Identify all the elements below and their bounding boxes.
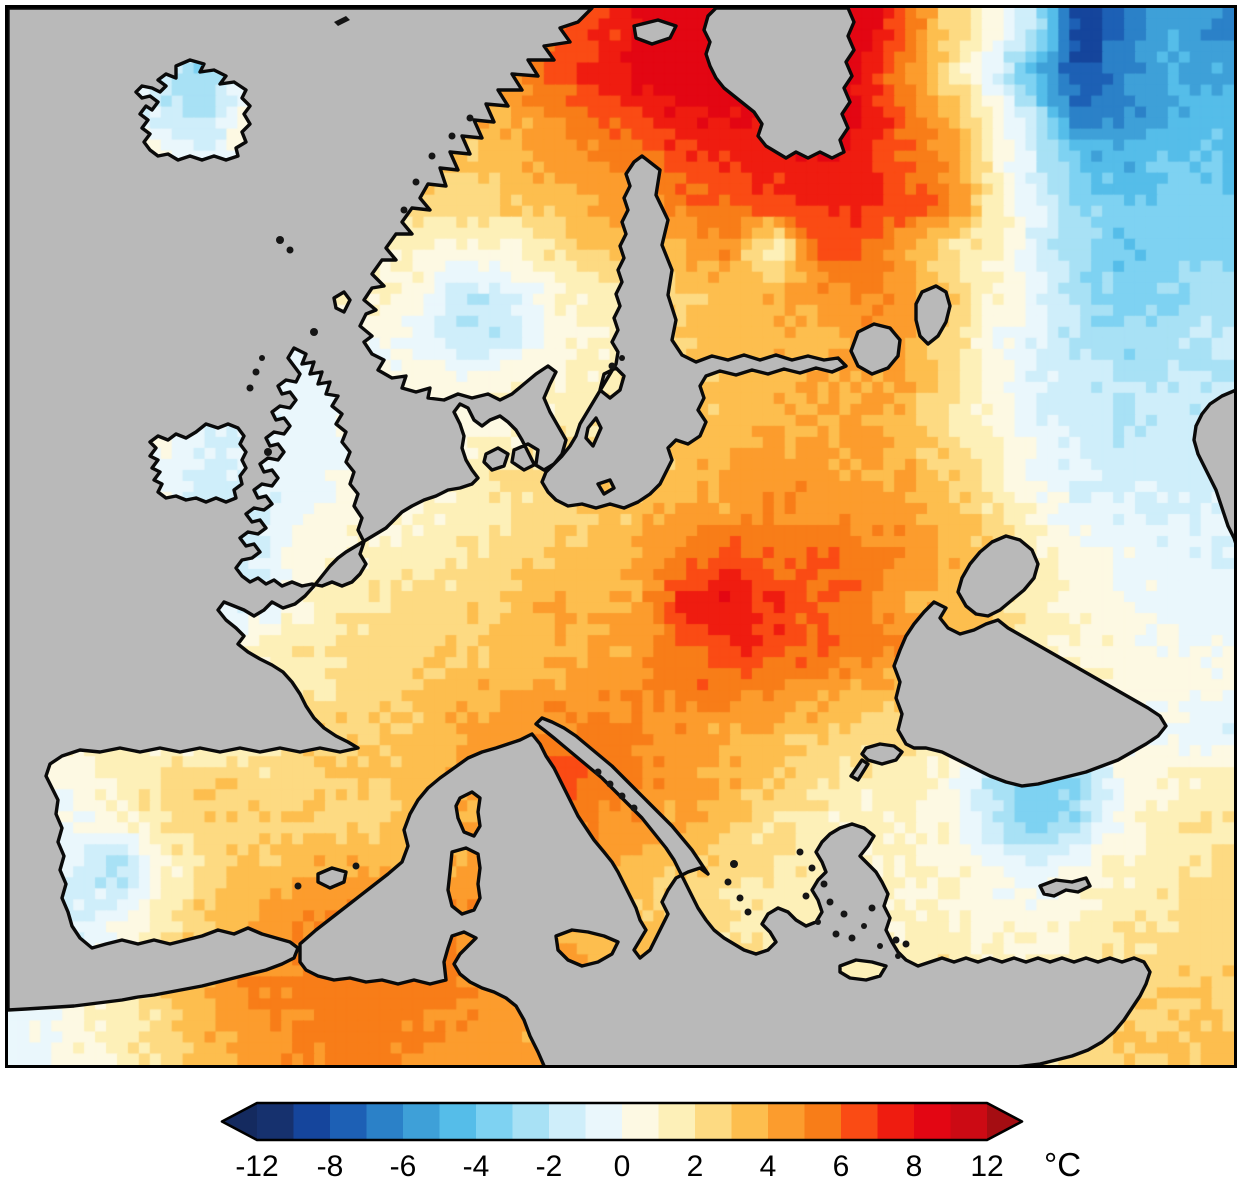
colorbar-segment <box>914 1103 952 1140</box>
atlantic-ocean <box>8 8 594 1012</box>
colorbar-over-arrow <box>987 1103 1022 1140</box>
sea-of-azov <box>956 534 1040 618</box>
colorbar-segment <box>512 1103 550 1140</box>
colorbar-tick-label: -2 <box>536 1150 563 1183</box>
black-sea <box>892 600 1168 788</box>
colorbar-tick-label: 2 <box>687 1150 704 1183</box>
colorbar-segment <box>439 1103 477 1140</box>
jan-mayen-island <box>334 16 350 26</box>
colorbar-tick-label: -8 <box>317 1150 344 1183</box>
colorbar-segment <box>257 1103 295 1140</box>
colorbar-segment <box>695 1103 733 1140</box>
small-islets <box>246 16 910 959</box>
coastlines-overlay <box>8 8 1234 1065</box>
colorbar-segment <box>622 1103 660 1140</box>
colorbar-segment <box>476 1103 514 1140</box>
colorbar-segment <box>330 1103 368 1140</box>
colorbar-segment <box>403 1103 441 1140</box>
colorbar-segment <box>293 1103 331 1140</box>
colorbar-segment <box>585 1103 623 1140</box>
caspian-sea <box>1192 389 1234 544</box>
colorbar-segment <box>950 1103 988 1140</box>
colorbar-tick-label: -4 <box>463 1150 490 1183</box>
colorbar-tick-label: 12 <box>970 1150 1003 1183</box>
colorbar-tick-label: 4 <box>760 1150 777 1183</box>
colorbar-segment <box>549 1103 587 1140</box>
map-panel <box>5 5 1237 1068</box>
colorbar-segment <box>841 1103 879 1140</box>
colorbar-segment <box>804 1103 842 1140</box>
colorbar-segment <box>366 1103 404 1140</box>
mediterranean-sea <box>298 716 1152 1065</box>
colorbar: -12 -8 -6 -4 -2 0 2 4 6 8 12 °C <box>220 1101 1081 1183</box>
colorbar-segment <box>658 1103 696 1140</box>
baltic-sea <box>540 154 848 510</box>
colorbar-unit-label: °C <box>1044 1146 1081 1183</box>
colorbar-segment <box>877 1103 915 1140</box>
lake-onega <box>914 284 952 346</box>
varanger-fjord <box>632 18 678 46</box>
sea-of-marmara <box>860 742 904 766</box>
colorbar-under-arrow <box>222 1103 257 1140</box>
colorbar-tick-label: -12 <box>235 1150 278 1183</box>
colorbar-segment <box>768 1103 806 1140</box>
colorbar-segment <box>731 1103 769 1140</box>
dardanelles-strait <box>849 758 870 782</box>
colorbar-tick-label: 0 <box>614 1150 631 1183</box>
white-sea <box>702 8 856 160</box>
colorbar-tick-label: 6 <box>833 1150 850 1183</box>
colorbar-outline <box>220 1101 1024 1142</box>
lake-ladoga <box>849 322 902 376</box>
colorbar-tick-label: -6 <box>390 1150 417 1183</box>
colorbar-tick-label: 8 <box>906 1150 923 1183</box>
